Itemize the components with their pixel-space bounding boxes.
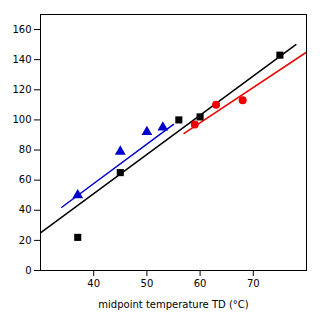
svg-text:60: 60 (19, 174, 32, 185)
svg-text:midpoint temperature TD (°C): midpoint temperature TD (°C) (98, 299, 248, 310)
svg-text:100: 100 (12, 114, 31, 125)
svg-text:140: 140 (12, 54, 31, 65)
svg-text:160: 160 (12, 24, 31, 35)
svg-text:0: 0 (25, 265, 31, 276)
svg-text:40: 40 (87, 278, 100, 289)
svg-text:80: 80 (19, 144, 32, 155)
svg-text:40: 40 (19, 204, 32, 215)
svg-text:20: 20 (19, 235, 32, 246)
svg-text:50: 50 (141, 278, 154, 289)
svg-text:60: 60 (194, 278, 207, 289)
svg-text:120: 120 (12, 84, 31, 95)
svg-text:70: 70 (247, 278, 260, 289)
